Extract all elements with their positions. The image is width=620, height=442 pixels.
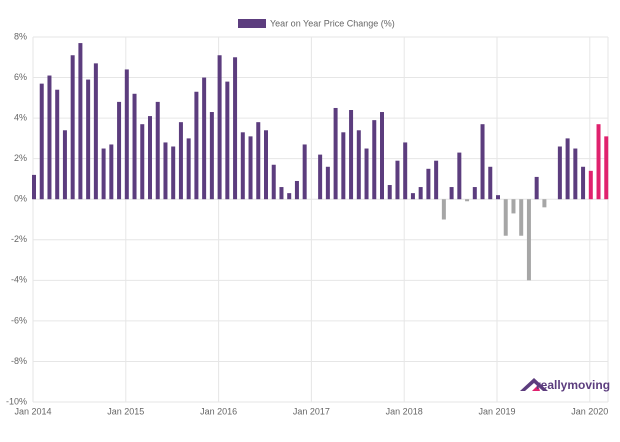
bar [526, 199, 531, 281]
bar [488, 166, 493, 200]
y-tick-label: -2% [11, 234, 27, 244]
bar [565, 138, 570, 200]
y-tick-label: -8% [11, 356, 27, 366]
bar [596, 124, 601, 200]
bar [573, 148, 578, 200]
bar [511, 199, 516, 214]
y-tick-label: -10% [6, 396, 27, 406]
bar [542, 199, 547, 208]
bar [426, 168, 431, 200]
bar [225, 81, 230, 200]
bar [202, 77, 207, 200]
bar [434, 160, 439, 200]
logo-icon-accent [532, 385, 540, 391]
bar [194, 91, 199, 200]
bar [86, 79, 91, 200]
logo-text: reallymoving [536, 378, 610, 392]
bar [132, 93, 137, 200]
bar [47, 75, 52, 200]
bar [302, 144, 307, 200]
bar [519, 199, 524, 236]
y-tick-label: 2% [14, 153, 27, 163]
bar [418, 187, 423, 200]
bar [457, 152, 462, 200]
bar [480, 124, 485, 200]
bar [124, 69, 129, 200]
legend-swatch [238, 19, 266, 28]
bar [287, 193, 292, 200]
x-tick-label: Jan 2017 [293, 406, 330, 416]
y-tick-label: 4% [14, 112, 27, 122]
x-tick-label: Jan 2018 [386, 406, 423, 416]
bar [496, 195, 500, 200]
bar [557, 146, 562, 200]
bar [171, 146, 176, 200]
y-tick-label: -6% [11, 315, 27, 325]
bar [101, 148, 106, 200]
bar [93, 63, 98, 200]
x-tick-label: Jan 2016 [200, 406, 237, 416]
x-tick-label: Jan 2020 [571, 406, 608, 416]
y-tick-label: -4% [11, 275, 27, 285]
bar [155, 101, 160, 200]
legend-label: Year on Year Price Change (%) [270, 18, 395, 28]
bar [581, 166, 586, 200]
y-tick-label: 8% [14, 31, 27, 41]
plot: 8% 6% 4% 2% 0% -2% -4% -6% -8% -10%Jan 2014 Jan 20… [6, 18, 609, 416]
bar [341, 132, 346, 200]
x-tick-label: Jan 2019 [478, 406, 515, 416]
bar [588, 170, 593, 200]
bar [163, 142, 168, 200]
bar [117, 101, 122, 200]
bar [294, 180, 299, 200]
bar [186, 138, 191, 200]
bar [380, 112, 384, 200]
bar [209, 112, 214, 200]
y-tick-label: 6% [14, 72, 27, 82]
bar [449, 187, 454, 200]
logo: reallymoving [520, 378, 610, 392]
bar [333, 107, 338, 200]
bar [256, 122, 261, 200]
bar [233, 57, 238, 200]
bar [349, 110, 354, 200]
bar [403, 142, 408, 200]
bar [217, 55, 222, 200]
bar [140, 124, 145, 200]
bar [387, 185, 392, 200]
bar [178, 122, 183, 200]
bar [78, 43, 83, 200]
bar [264, 130, 268, 200]
bar [395, 160, 400, 200]
bar [279, 187, 284, 200]
bar [39, 83, 44, 200]
bar [55, 89, 60, 200]
bar [534, 176, 539, 200]
bar [356, 130, 361, 200]
bar [325, 166, 330, 200]
bar [240, 132, 245, 200]
bar [410, 193, 415, 200]
x-tick-label: Jan 2015 [107, 406, 144, 416]
bar [148, 116, 152, 200]
bar [318, 154, 323, 200]
bar [604, 136, 609, 200]
bar [70, 55, 75, 200]
logo-icon [520, 378, 548, 391]
bar [364, 148, 369, 200]
bar [441, 199, 446, 220]
bar [465, 199, 470, 202]
bar [109, 144, 114, 200]
bar [472, 187, 477, 200]
x-tick-label: Jan 2014 [14, 406, 51, 416]
bar [271, 164, 276, 200]
y-tick-label: 0% [14, 194, 27, 204]
legend[interactable]: Year on Year Price Change (%) [238, 18, 395, 28]
bar [503, 199, 508, 236]
bar [248, 136, 253, 200]
bar [372, 120, 377, 200]
bar [32, 174, 36, 200]
bar [62, 130, 67, 200]
